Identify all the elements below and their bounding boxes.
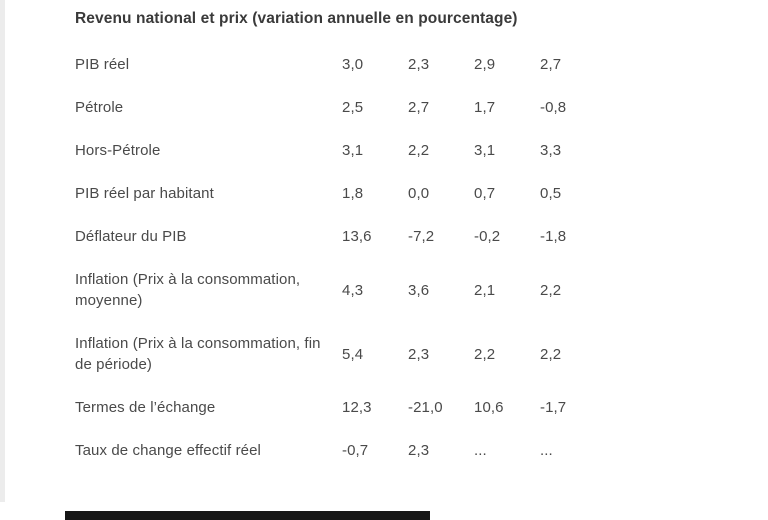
value-cell: ... xyxy=(474,442,487,459)
value-cell: 0,5 xyxy=(540,185,562,202)
value-cell: -1,7 xyxy=(540,399,567,416)
value-cell: 3,0 xyxy=(342,56,364,73)
table-body: PIB réel 3,0 2,3 2,9 2,7 Pétrole 2,5 2,7 1,7 -0,8… xyxy=(75,43,606,472)
table-row: Inflation (Prix à la consommation, fin d… xyxy=(75,322,606,386)
row-label: Pétrole xyxy=(75,99,124,116)
table-row: Inflation (Prix à la consommation, moyen… xyxy=(75,258,606,322)
value-cell: -0,7 xyxy=(342,442,369,459)
value-cell: 2,2 xyxy=(540,281,562,299)
data-table: PIB réel 3,0 2,3 2,9 2,7 Pétrole 2,5 2,7 1,7 -0,8… xyxy=(75,43,606,472)
value-cell: 2,2 xyxy=(408,142,430,159)
value-cell: 2,2 xyxy=(474,345,496,363)
table-row: PIB réel 3,0 2,3 2,9 2,7 xyxy=(75,43,606,86)
value-cell: -0,8 xyxy=(540,99,567,116)
value-cell: 13,6 xyxy=(342,228,372,245)
row-label: Taux de change effectif réel xyxy=(75,442,261,459)
value-cell: 4,3 xyxy=(342,281,364,299)
value-cell: 3,6 xyxy=(408,281,430,299)
value-cell: 0,0 xyxy=(408,185,430,202)
table-row: PIB réel par habitant 1,8 0,0 0,7 0,5 xyxy=(75,172,606,215)
value-cell: 2,7 xyxy=(540,56,562,73)
table-row: Hors-Pétrole 3,1 2,2 3,1 3,3 xyxy=(75,129,606,172)
row-label: Termes de l’échange xyxy=(75,399,216,416)
table-section: Revenu national et prix (variation annue… xyxy=(75,9,715,472)
value-cell: 2,9 xyxy=(474,56,496,73)
value-cell: -7,2 xyxy=(408,228,435,245)
value-cell: -21,0 xyxy=(408,399,443,416)
value-cell: -1,8 xyxy=(540,228,567,245)
value-cell: 10,6 xyxy=(474,399,504,416)
value-cell: 5,4 xyxy=(342,345,364,363)
row-label: Hors-Pétrole xyxy=(75,142,161,159)
row-label: Déflateur du PIB xyxy=(75,228,187,245)
value-cell: 3,3 xyxy=(540,142,562,159)
value-cell: 2,3 xyxy=(408,442,430,459)
value-cell: 3,1 xyxy=(342,142,364,159)
value-cell: 0,7 xyxy=(474,185,496,202)
left-edge-strip xyxy=(0,0,5,502)
table-row: Déflateur du PIB 13,6 -7,2 -0,2 -1,8 xyxy=(75,215,606,258)
value-cell: 2,1 xyxy=(474,281,496,299)
value-cell: ... xyxy=(540,442,553,459)
value-cell: 2,7 xyxy=(408,99,430,116)
table-row: Termes de l’échange 12,3 -21,0 10,6 -1,7 xyxy=(75,386,606,429)
value-cell: 12,3 xyxy=(342,399,372,416)
row-label: Inflation (Prix à la consommation, moyen… xyxy=(75,271,301,309)
row-label: PIB réel par habitant xyxy=(75,185,214,202)
bottom-dark-bar xyxy=(65,511,430,520)
value-cell: 1,8 xyxy=(342,185,364,202)
value-cell: 2,3 xyxy=(408,345,430,363)
value-cell: 1,7 xyxy=(474,99,496,116)
value-cell: 2,2 xyxy=(540,345,562,363)
value-cell: -0,2 xyxy=(474,228,501,245)
row-label: PIB réel xyxy=(75,56,130,73)
row-label: Inflation (Prix à la consommation, fin d… xyxy=(75,335,321,373)
table-row: Pétrole 2,5 2,7 1,7 -0,8 xyxy=(75,86,606,129)
table-row: Taux de change effectif réel -0,7 2,3.....… xyxy=(75,429,606,472)
value-cell: 2,3 xyxy=(408,56,430,73)
table-title: Revenu national et prix (variation annue… xyxy=(75,10,518,27)
value-cell: 2,5 xyxy=(342,99,364,116)
value-cell: 3,1 xyxy=(474,142,496,159)
